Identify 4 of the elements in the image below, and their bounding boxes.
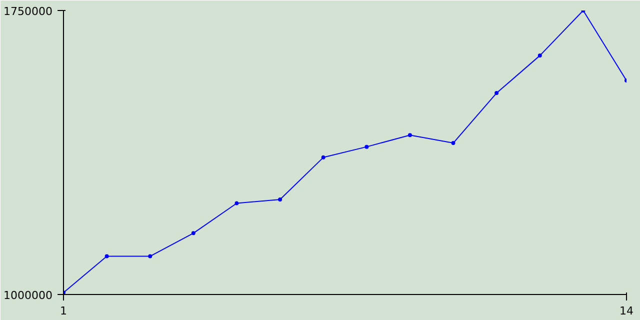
y-tick-label: 1000000 <box>4 289 53 302</box>
x-tick-label: 1 <box>60 304 67 318</box>
x-tick-label: 14 <box>620 304 634 318</box>
y-tick-label: 1750000 <box>4 5 53 18</box>
